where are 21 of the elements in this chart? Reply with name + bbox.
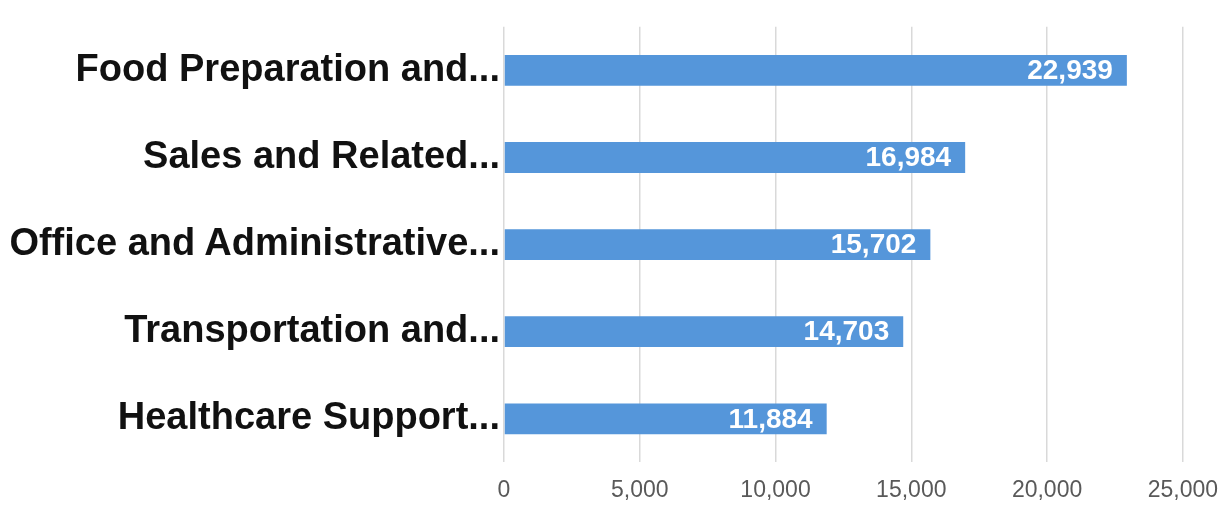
data-label: 14,703 xyxy=(803,315,890,347)
x-tick-label: 10,000 xyxy=(740,475,811,502)
y-tick-label: Healthcare Support... xyxy=(117,395,500,438)
x-tick-label: 15,000 xyxy=(876,475,947,502)
data-label: 16,984 xyxy=(865,141,952,173)
data-label: 11,884 xyxy=(728,402,814,434)
bar xyxy=(504,316,904,348)
x-tick-label: 20,000 xyxy=(1011,475,1083,502)
bar xyxy=(504,229,931,260)
x-tick-label: 0 xyxy=(497,475,511,502)
bar xyxy=(504,403,827,435)
x-tick-label: 5,000 xyxy=(610,475,669,502)
bar xyxy=(504,54,1127,86)
data-label: 15,702 xyxy=(830,228,917,260)
y-tick-label: Food Preparation and... xyxy=(75,46,500,89)
y-tick-label: Sales and Related... xyxy=(143,133,500,176)
x-tick-label: 25,000 xyxy=(1147,475,1219,502)
data-label: 22,939 xyxy=(1027,54,1113,86)
y-tick-label: Office and Administrative... xyxy=(9,221,500,264)
y-tick-label: Transportation and... xyxy=(124,308,500,351)
bar xyxy=(504,142,966,173)
